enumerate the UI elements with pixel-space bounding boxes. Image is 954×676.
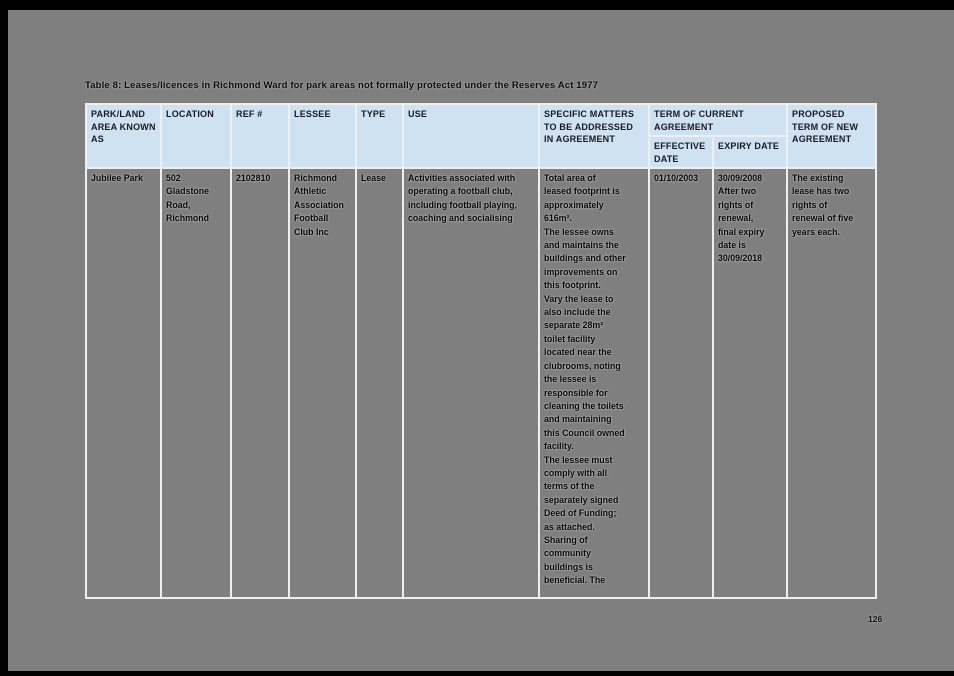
cell-expiry-date: 30/09/2008 After two rights of renewal, …	[711, 167, 789, 599]
page-number: 126	[868, 614, 883, 624]
col-header-effective-date: EFFECTIVE DATE	[648, 135, 714, 169]
col-header-park-land-area: PARK/LAND AREA KNOWN AS	[85, 103, 162, 169]
cell-park-name: Jubilee Park	[85, 167, 162, 599]
cell-use: Activities associated with operating a f…	[402, 167, 540, 599]
col-header-lessee: LESSEE	[288, 103, 357, 169]
table-row: Jubilee Park 502 Gladstone Road, Richmon…	[85, 167, 878, 599]
col-header-type: TYPE	[355, 103, 404, 169]
table-title: Table 8: Leases/licences in Richmond War…	[85, 80, 599, 91]
cell-location: 502 Gladstone Road, Richmond	[160, 167, 232, 599]
col-header-use: USE	[402, 103, 540, 169]
col-header-proposed-term: PROPOSED TERM OF NEW AGREEMENT	[786, 103, 878, 169]
document-page: Table 8: Leases/licences in Richmond War…	[8, 10, 954, 671]
col-header-ref: REF #	[230, 103, 290, 169]
col-header-specific-matters: SPECIFIC MATTERS TO BE ADDRESSED IN AGRE…	[538, 103, 650, 169]
cell-effective-date: 01/10/2003	[648, 167, 714, 599]
cell-specific-matters: Total area of leased footprint is approx…	[538, 167, 650, 599]
leases-table: PARK/LAND AREA KNOWN AS LOCATION REF # L…	[85, 103, 878, 599]
col-header-expiry-date: EXPIRY DATE	[711, 135, 789, 169]
col-header-term-of-current-agreement: TERM OF CURRENT AGREEMENT	[647, 103, 789, 137]
cell-ref-number: 2102810	[230, 167, 290, 599]
col-header-location: LOCATION	[160, 103, 232, 169]
cell-proposed-term: The existing lease has two rights of ren…	[786, 167, 878, 599]
cell-lessee: Richmond Athletic Association Football C…	[288, 167, 357, 599]
cell-type: Lease	[355, 167, 404, 599]
